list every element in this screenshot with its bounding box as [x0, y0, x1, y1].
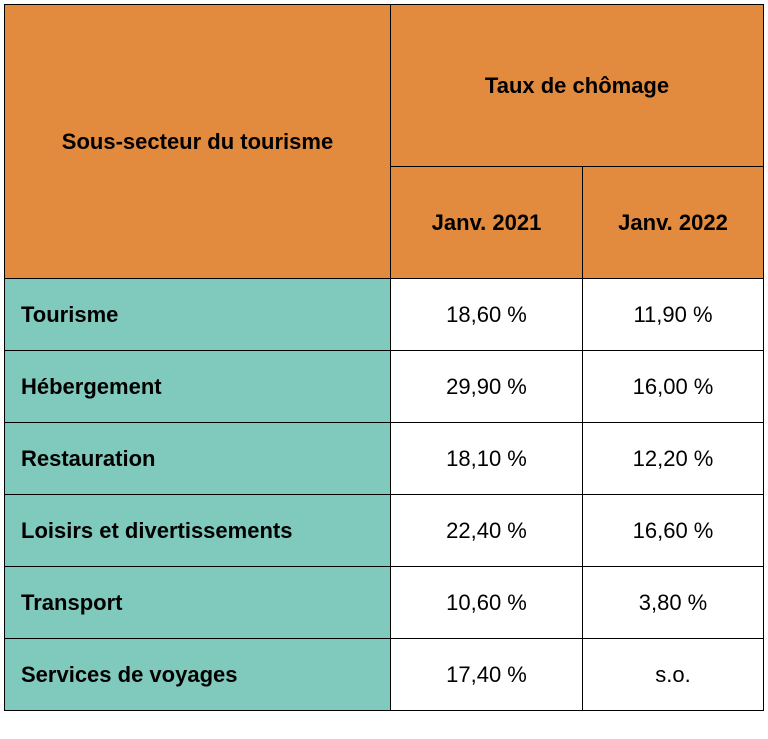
- row-label: Services de voyages: [4, 638, 391, 711]
- row-value: 17,40 %: [390, 638, 583, 711]
- row-label: Hébergement: [4, 350, 391, 423]
- row-value: s.o.: [581, 638, 765, 711]
- table-row: Services de voyages 17,40 % s.o.: [4, 638, 765, 711]
- row-label: Tourisme: [4, 278, 391, 351]
- row-value: 18,60 %: [390, 278, 583, 351]
- table-container: Sous-secteur du tourisme Taux de chômage…: [4, 4, 765, 711]
- row-label: Restauration: [4, 422, 391, 495]
- table-row: Hébergement 29,90 % 16,00 %: [4, 350, 765, 423]
- header-row-1: Sous-secteur du tourisme Taux de chômage: [4, 4, 765, 279]
- row-value: 18,10 %: [390, 422, 583, 495]
- row-label-header: Sous-secteur du tourisme: [4, 4, 391, 279]
- table-row: Transport 10,60 % 3,80 %: [4, 566, 765, 639]
- column-header: Janv. 2022: [581, 166, 765, 279]
- table-row: Restauration 18,10 % 12,20 %: [4, 422, 765, 495]
- column-header: Janv. 2021: [390, 166, 583, 279]
- row-value: 11,90 %: [581, 278, 765, 351]
- row-value: 12,20 %: [581, 422, 765, 495]
- row-label: Loisirs et divertissements: [4, 494, 391, 567]
- row-label: Transport: [4, 566, 391, 639]
- row-value: 3,80 %: [581, 566, 765, 639]
- table-row: Loisirs et divertissements 22,40 % 16,60…: [4, 494, 765, 567]
- row-value: 16,00 %: [581, 350, 765, 423]
- group-header: Taux de chômage: [389, 4, 765, 167]
- row-value: 10,60 %: [390, 566, 583, 639]
- unemployment-table: Sous-secteur du tourisme Taux de chômage…: [4, 4, 765, 711]
- table-row: Tourisme 18,60 % 11,90 %: [4, 278, 765, 351]
- row-value: 29,90 %: [390, 350, 583, 423]
- row-value: 22,40 %: [390, 494, 583, 567]
- header-row-2: Janv. 2021 Janv. 2022: [5, 166, 765, 279]
- row-value: 16,60 %: [581, 494, 765, 567]
